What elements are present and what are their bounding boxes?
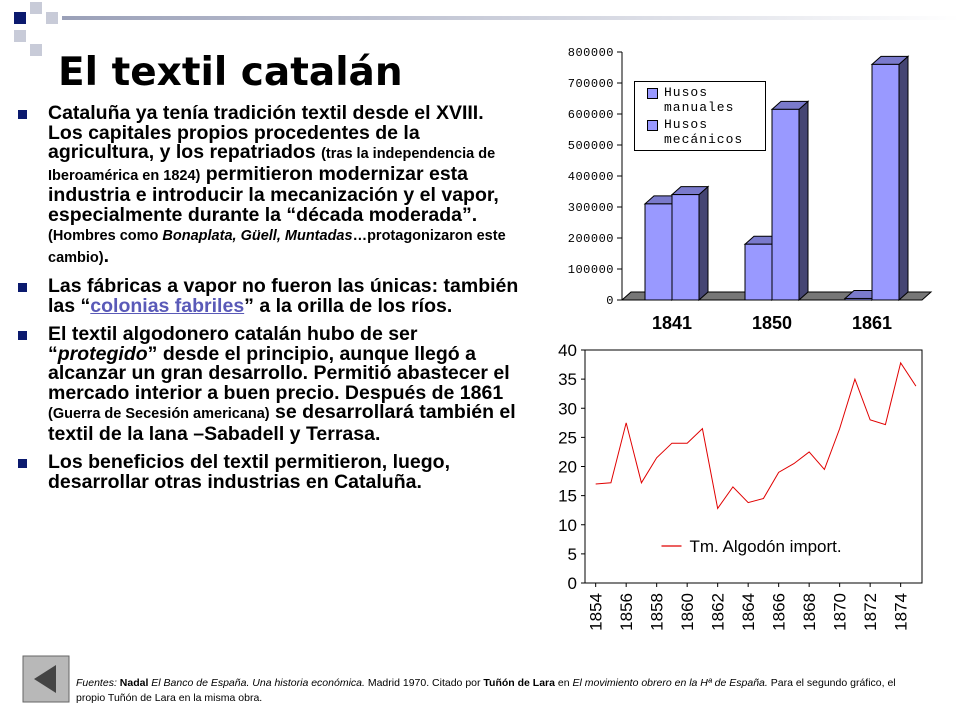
legend-label: Tm. Algodón import.: [690, 537, 842, 556]
text: ” a la orilla de los ríos.: [244, 294, 453, 317]
bar-side: [898, 55, 909, 302]
bullet: Los beneficios del textil permitieron, l…: [18, 451, 523, 493]
y-tick-label: 0: [606, 294, 614, 308]
bullet: El textil algodonero catalán hubo de ser…: [18, 323, 523, 445]
legend-entry: Husos manuales: [639, 85, 761, 115]
y-tick-label: 800000: [568, 46, 614, 60]
bar: [744, 243, 773, 301]
bullet: Las fábricas a vapor no fueron las única…: [18, 275, 523, 317]
text: protegido: [57, 342, 148, 365]
text: (Guerra de Secesión americana): [48, 406, 270, 422]
deco-square: [14, 12, 26, 24]
legend-label: Husos manuales: [664, 85, 735, 115]
deco-square: [30, 44, 42, 56]
y-tick-label: 0: [568, 574, 577, 593]
y-tick-label: 100000: [568, 263, 614, 277]
text: Fuentes:: [76, 677, 120, 689]
legend-entry: Husos mecánicos: [639, 117, 761, 147]
y-tick-label: 40: [558, 341, 577, 360]
text: Las fábricas a vapor no fueron las única…: [48, 275, 519, 317]
x-tick-label: 1872: [861, 593, 880, 631]
text: se desarrollará también el textil de la …: [48, 401, 516, 445]
text: (Hombres como: [48, 228, 163, 244]
bar: [671, 194, 700, 301]
deco-square: [14, 30, 26, 42]
text: Cataluña ya tenía tradición textil desde…: [48, 102, 484, 163]
back-button[interactable]: [22, 655, 70, 703]
x-tick-label: 1874: [892, 593, 911, 631]
y-tick-label: 35: [558, 370, 577, 389]
legend-label: Husos mecánicos: [664, 117, 744, 147]
text: Nadal: [119, 677, 149, 689]
top-rule: [62, 16, 960, 20]
legend-swatch: [647, 88, 658, 99]
text: El textil algodonero catalán hubo de ser…: [48, 323, 418, 365]
bar: [771, 108, 800, 301]
text: …protagonizaron este cambio): [48, 228, 506, 266]
bar-chart: 0 100000 200000 300000 400000 500000 600000 700…: [568, 46, 933, 333]
legend-swatch: [647, 120, 658, 131]
y-tick-label: 10: [558, 516, 577, 535]
text: Tuñón de Lara: [483, 677, 555, 689]
text: (tras la independencia de Iberoamérica e…: [48, 146, 496, 184]
x-tick-label: 1866: [770, 593, 789, 631]
text: Bonaplata, Güell, Muntadas: [162, 228, 353, 244]
button-arrow: [34, 665, 56, 693]
x-tick-label: 1870: [831, 593, 850, 631]
text: El movimiento obrero en la Hª de España.: [572, 677, 768, 689]
bullet: Cataluña ya tenía tradición textil desde…: [18, 102, 523, 268]
bar-side: [798, 100, 809, 302]
line: [595, 361, 917, 510]
text: El Banco de España. Una historia económi…: [148, 677, 365, 689]
legend: Husos manuales Husos mecánicos: [634, 81, 766, 151]
slide-title: El textil catalán: [58, 50, 403, 95]
y-tick-label: 25: [558, 428, 577, 447]
x-tick-label: 1856: [617, 593, 636, 631]
x-tick-label: 1864: [739, 593, 758, 631]
footer: Fuentes: Nadal El Banco de España. Una h…: [76, 676, 916, 706]
bar: [871, 63, 900, 301]
y-tick-label: 300000: [568, 201, 614, 215]
text: en: [554, 677, 573, 689]
y-tick-label: 700000: [568, 77, 614, 91]
bullet-list: Cataluña ya tenía tradición textil desde…: [18, 102, 523, 501]
y-tick-label: 5: [568, 545, 577, 564]
y-tick-label: 30: [558, 399, 577, 418]
bar: [644, 203, 673, 301]
bar-side: [698, 185, 709, 302]
x-tick-label: 1862: [709, 593, 728, 631]
bar: [844, 297, 873, 301]
deco-square: [30, 2, 42, 14]
x-tick-label: 1850: [752, 313, 792, 333]
y-tick-label: 20: [558, 458, 577, 477]
y-tick-label: 400000: [568, 170, 614, 184]
x-tick-label: 1868: [800, 593, 819, 631]
x-tick-label: 1858: [648, 593, 667, 631]
y-tick-label: 200000: [568, 232, 614, 246]
x-tick-label: 1860: [678, 593, 697, 631]
x-tick-label: 1854: [587, 593, 606, 631]
link[interactable]: colonias fabriles: [90, 294, 245, 317]
deco-square: [46, 12, 58, 24]
y-tick-label: 500000: [568, 139, 614, 153]
text: .: [103, 244, 110, 267]
y-tick-label: 15: [558, 487, 577, 506]
text: Para el segundo gráfico, el propio Tuñón…: [76, 677, 896, 704]
x-tick-label: 1841: [652, 313, 692, 333]
x-tick-label: 1861: [852, 313, 892, 333]
y-tick-label: 600000: [568, 108, 614, 122]
text: ” desde el principio, aunque llegó a alc…: [48, 342, 510, 404]
text: permitieron modernizar esta industria e …: [48, 162, 499, 226]
text: Madrid 1970. Citado por: [364, 677, 484, 689]
text: Los beneficios del textil permitieron, l…: [48, 451, 450, 493]
line-chart: 0 5 10 15 20 25 30 35 40 1854 1856 1858 1860 1862 1864…: [558, 341, 923, 631]
